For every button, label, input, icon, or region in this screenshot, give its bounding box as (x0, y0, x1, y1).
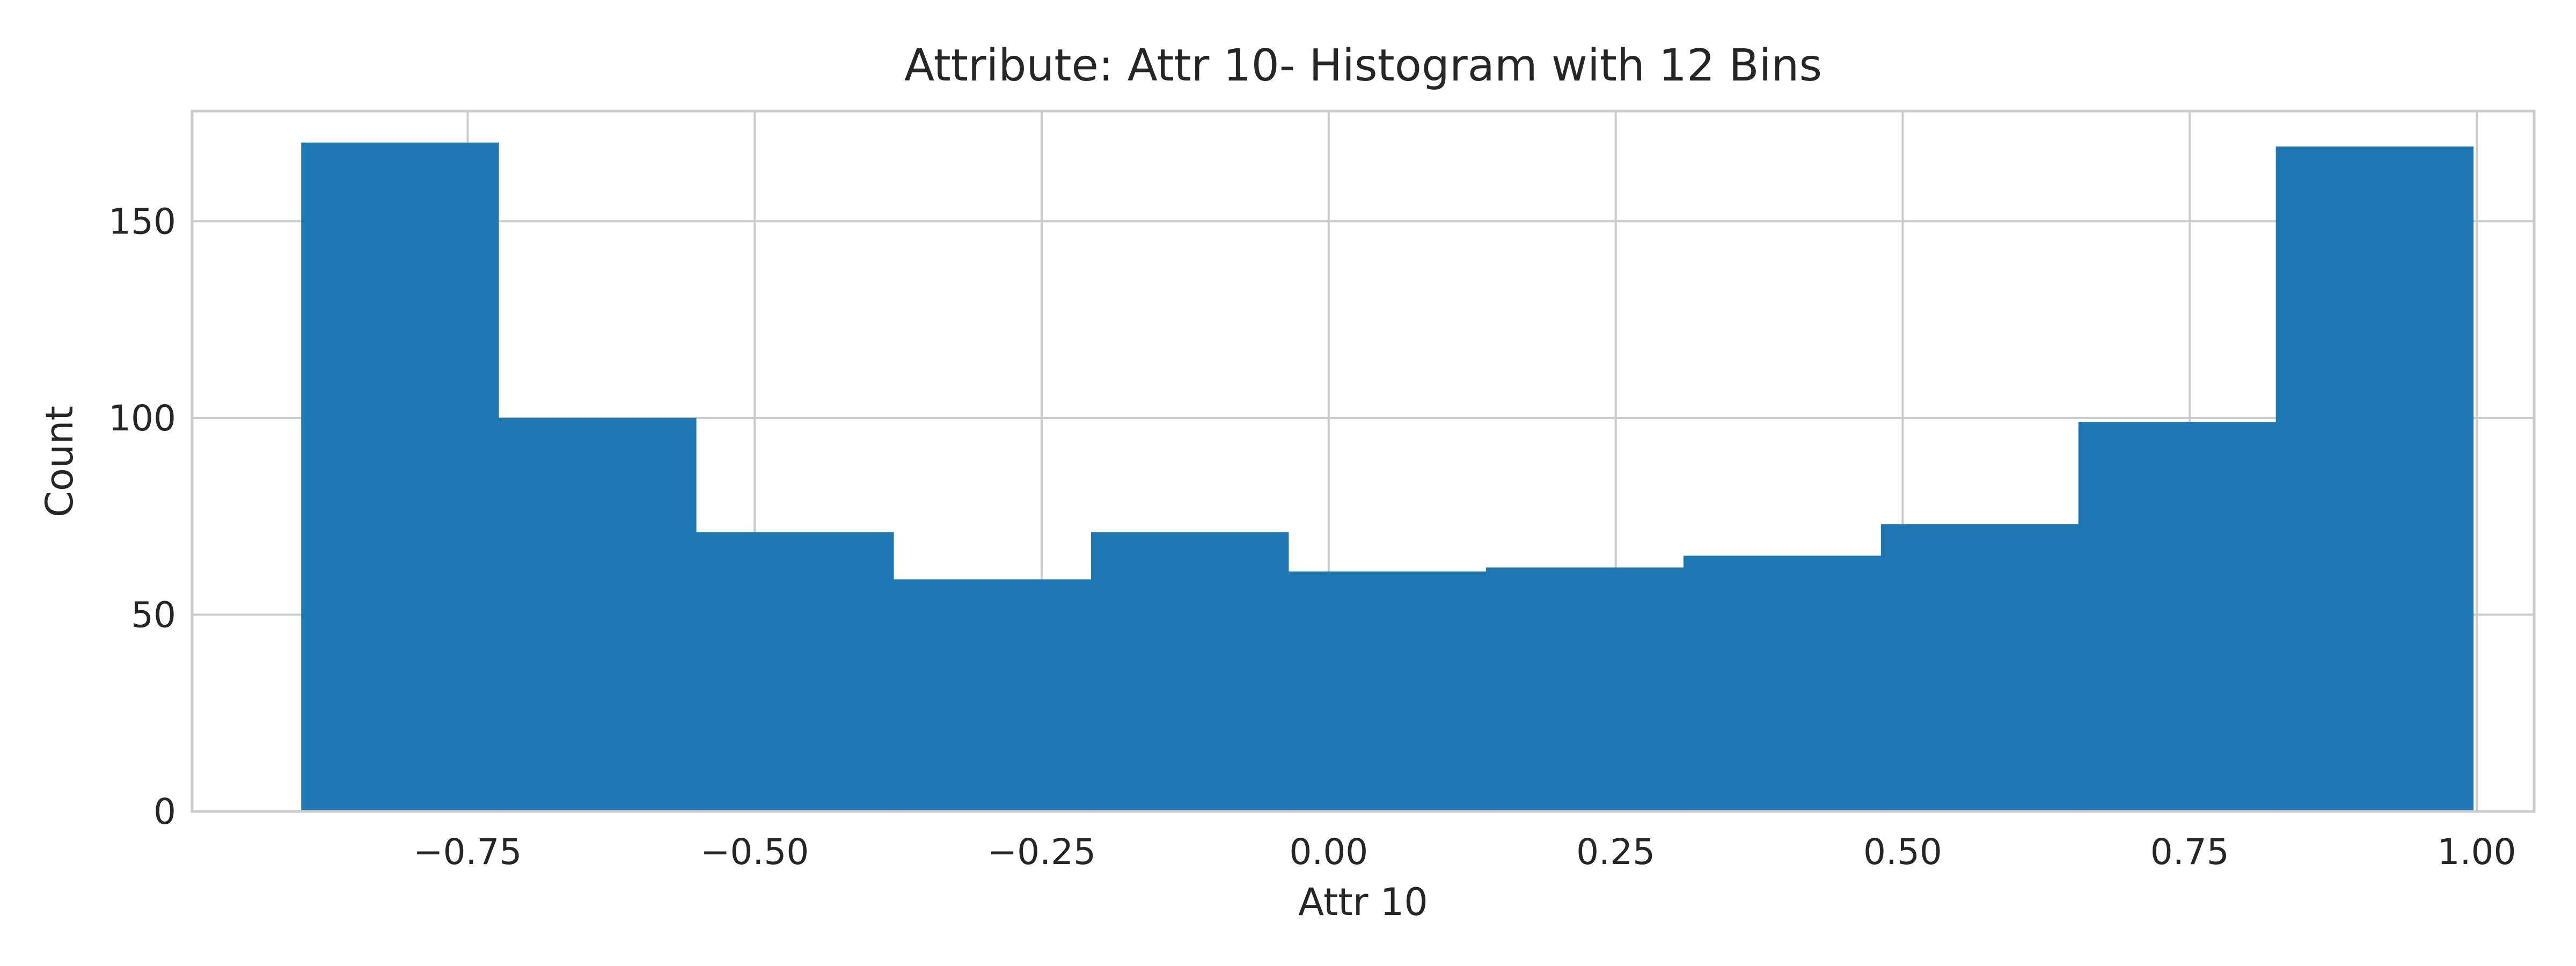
x-axis-label: Attr 10 (1298, 880, 1428, 924)
histogram-bar (2275, 146, 2474, 811)
histogram-bar (696, 532, 894, 811)
histogram-bars (301, 142, 2474, 812)
y-tick-label: 150 (108, 201, 176, 242)
y-axis-label: Count (38, 406, 82, 517)
histogram-bar (301, 142, 499, 812)
histogram-bar (1880, 524, 2079, 811)
x-tick-label: 0.50 (1863, 831, 1942, 873)
y-tick-label: 0 (153, 791, 176, 832)
histogram-bar (1091, 532, 1289, 811)
histogram-bar (894, 579, 1092, 811)
y-tick-label: 100 (108, 398, 176, 439)
chart-title: Attribute: Attr 10- Histogram with 12 Bi… (904, 40, 1822, 91)
x-tick-label: −0.75 (413, 831, 522, 873)
histogram-bar (2078, 422, 2277, 811)
x-tick-label: 0.25 (1576, 831, 1655, 873)
histogram-bar (1485, 567, 1684, 811)
x-tick-label: −0.25 (987, 831, 1096, 873)
histogram-bar (499, 418, 697, 811)
y-tick-label: 50 (131, 594, 176, 635)
x-tick-label: 1.00 (2438, 831, 2516, 873)
x-tick-label: −0.50 (700, 831, 809, 873)
y-tick-labels: 0 50 100 150 (108, 201, 176, 832)
x-tick-label: 0.75 (2150, 831, 2229, 873)
plot-frame (191, 109, 2536, 813)
histogram-bar (1683, 555, 1882, 811)
histogram-bar (1288, 571, 1487, 811)
x-tick-labels: −0.75 −0.50 −0.25 0.00 0.25 0.50 0.75 1.00 (413, 831, 2516, 873)
x-tick-label: 0.00 (1289, 831, 1368, 873)
